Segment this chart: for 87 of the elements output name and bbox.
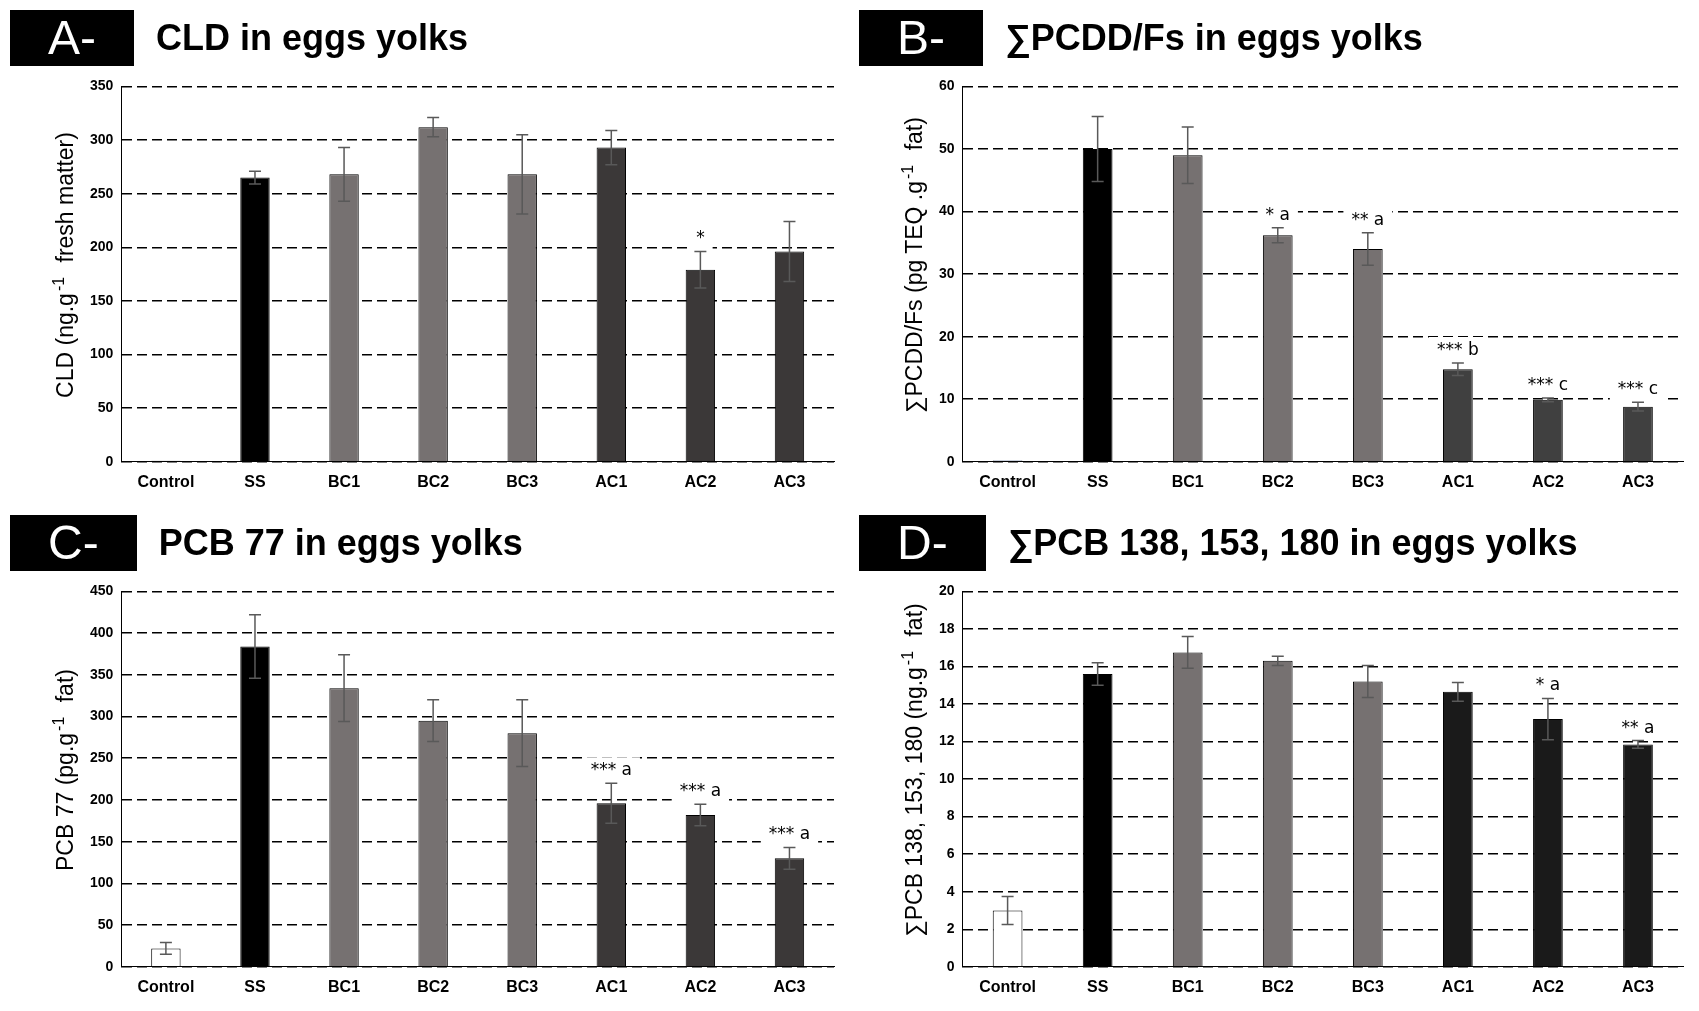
y-tick-label: 50 bbox=[97, 915, 114, 932]
y-tick-label: 18 bbox=[938, 619, 955, 636]
y-tick-label: 0 bbox=[946, 452, 955, 469]
y-tick-label: 150 bbox=[90, 832, 114, 849]
x-tick-label: BC3 bbox=[1351, 472, 1384, 490]
y-tick-label: 40 bbox=[938, 202, 955, 219]
x-tick-label: BC2 bbox=[417, 472, 450, 490]
y-tick-label: 350 bbox=[90, 77, 114, 94]
x-tick-label: BC1 bbox=[1171, 977, 1204, 995]
x-tick-label: AC2 bbox=[1531, 472, 1565, 490]
y-tick-label: 100 bbox=[90, 874, 114, 891]
chart-title: ∑PCB 138, 153, 180 in eggs yolks bbox=[1007, 522, 1578, 564]
y-tick-label: 200 bbox=[90, 790, 114, 807]
y-tick-label: 150 bbox=[90, 291, 114, 308]
y-tick-label: 50 bbox=[938, 139, 955, 156]
x-tick-label: AC2 bbox=[1531, 977, 1565, 995]
chart-subtitle: C- bbox=[10, 515, 137, 571]
data-label: ** a bbox=[1351, 208, 1385, 229]
y-tick-label: 200 bbox=[90, 238, 114, 255]
x-tick-label: SS bbox=[244, 472, 266, 490]
data-label: * a bbox=[1535, 674, 1561, 695]
chart-title: CLD in eggs yolks bbox=[156, 17, 469, 59]
y-tick-label: 10 bbox=[938, 390, 955, 407]
x-tick-label: Control bbox=[979, 977, 1037, 995]
x-tick-label: AC3 bbox=[1621, 977, 1655, 995]
x-tick-label: AC2 bbox=[684, 977, 717, 995]
data-label: *** a bbox=[590, 759, 632, 780]
x-tick-label: BC3 bbox=[506, 472, 539, 490]
y-tick-label: 300 bbox=[90, 707, 114, 724]
y-tick-label: 12 bbox=[938, 732, 955, 749]
data-label: *** a bbox=[768, 823, 811, 844]
y-tick-label: 400 bbox=[90, 623, 114, 640]
x-tick-label: AC2 bbox=[684, 472, 717, 490]
y-tick-label: 0 bbox=[946, 957, 955, 974]
y-tick-label: 16 bbox=[938, 657, 955, 674]
y-tick-label: 6 bbox=[946, 845, 955, 862]
y-tick-label: 300 bbox=[90, 130, 114, 147]
y-tick-label: 350 bbox=[90, 665, 114, 682]
y-tick-label: 2 bbox=[946, 920, 955, 937]
data-label: *** c bbox=[1617, 378, 1659, 399]
y-tick-label: 250 bbox=[90, 749, 114, 766]
data-label: *** a bbox=[679, 780, 722, 801]
x-tick-label: BC1 bbox=[1171, 472, 1204, 490]
data-label: ** a bbox=[1621, 716, 1655, 737]
x-tick-label: BC3 bbox=[1351, 977, 1384, 995]
y-tick-label: 20 bbox=[938, 582, 955, 599]
x-tick-label: SS bbox=[1086, 472, 1109, 490]
x-tick-label: BC2 bbox=[1261, 977, 1294, 995]
y-tick-label: 8 bbox=[946, 807, 955, 824]
y-tick-label: 50 bbox=[97, 399, 114, 416]
data-label: * bbox=[696, 227, 705, 248]
chart-subtitle: A- bbox=[10, 10, 134, 66]
x-tick-label: BC2 bbox=[417, 977, 450, 995]
x-tick-label: SS bbox=[244, 977, 266, 995]
x-tick-label: AC3 bbox=[773, 977, 806, 995]
data-label: * a bbox=[1265, 203, 1290, 224]
data-label: *** c bbox=[1527, 373, 1569, 394]
x-tick-label: BC3 bbox=[506, 977, 539, 995]
chart-title: PCB 77 in eggs yolks bbox=[158, 522, 523, 564]
chart-title: ∑PCDD/Fs in eggs yolks bbox=[1005, 17, 1423, 59]
x-tick-label: AC1 bbox=[595, 977, 628, 995]
y-tick-label: 450 bbox=[90, 582, 114, 599]
y-tick-label: 0 bbox=[105, 452, 114, 469]
y-tick-label: 4 bbox=[946, 882, 955, 899]
data-label: *** b bbox=[1437, 338, 1479, 359]
x-tick-label: Control bbox=[137, 977, 195, 995]
y-tick-label: 250 bbox=[90, 184, 114, 201]
x-tick-label: AC3 bbox=[773, 472, 806, 490]
x-tick-label: AC1 bbox=[1441, 472, 1474, 490]
x-tick-label: Control bbox=[137, 472, 195, 490]
y-tick-label: 100 bbox=[90, 345, 114, 362]
y-tick-label: 30 bbox=[938, 264, 955, 281]
chart-subtitle: D- bbox=[859, 515, 986, 571]
x-tick-label: AC3 bbox=[1621, 472, 1655, 490]
x-tick-label: BC1 bbox=[328, 472, 361, 490]
y-tick-label: 10 bbox=[938, 769, 955, 786]
x-tick-label: AC1 bbox=[595, 472, 628, 490]
x-tick-label: Control bbox=[979, 472, 1037, 490]
y-tick-label: 20 bbox=[938, 327, 955, 344]
chart-subtitle: B- bbox=[859, 10, 983, 66]
x-tick-label: BC1 bbox=[328, 977, 361, 995]
y-tick-label: 60 bbox=[938, 77, 955, 94]
x-tick-label: AC1 bbox=[1441, 977, 1474, 995]
x-tick-label: SS bbox=[1086, 977, 1109, 995]
x-tick-label: BC2 bbox=[1261, 472, 1294, 490]
y-tick-label: 0 bbox=[105, 957, 114, 974]
y-tick-label: 14 bbox=[938, 694, 955, 711]
